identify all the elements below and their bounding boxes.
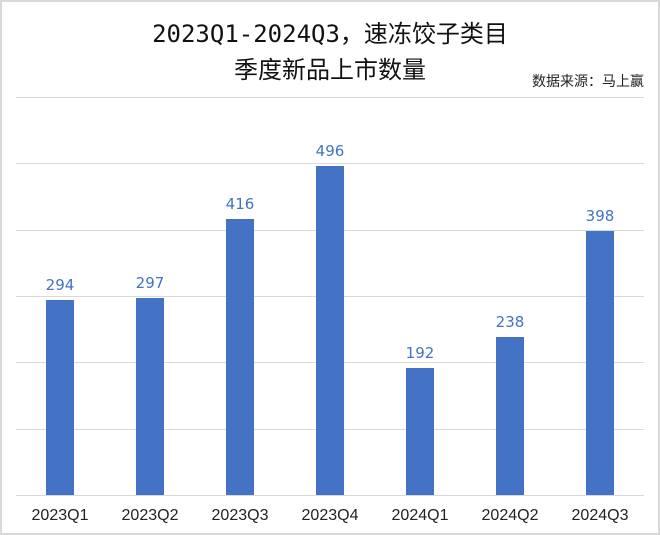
x-axis-tick-label: 2023Q4 xyxy=(301,507,359,524)
data-label: 238 xyxy=(495,313,525,332)
chart-title-line-1: 2023Q1-2024Q3，速冻饺子类目 xyxy=(152,20,508,48)
x-axis-tick-label: 2024Q1 xyxy=(391,507,449,524)
x-axis-baseline xyxy=(16,495,644,496)
gridline xyxy=(16,163,644,165)
x-axis-tick-label: 2023Q2 xyxy=(121,507,179,524)
x-axis-tick-label: 2023Q3 xyxy=(211,507,269,524)
data-source-note: 数据来源：马上赢 xyxy=(532,74,644,90)
x-axis-tick-label: 2024Q2 xyxy=(481,507,539,524)
bar-2023Q1 xyxy=(46,299,74,495)
data-label: 416 xyxy=(225,195,255,214)
bar-2024Q3 xyxy=(586,230,614,495)
bar-2023Q2 xyxy=(136,297,164,495)
data-label: 294 xyxy=(45,275,75,294)
bar-2024Q2 xyxy=(496,337,524,495)
data-label: 297 xyxy=(135,273,165,292)
data-label: 192 xyxy=(405,343,435,362)
bar-2023Q3 xyxy=(226,219,254,495)
data-label: 398 xyxy=(585,206,615,225)
bar-2023Q4 xyxy=(316,165,344,495)
bar-2024Q1 xyxy=(406,367,434,495)
gridline xyxy=(16,97,644,98)
x-axis-tick-label: 2023Q1 xyxy=(31,507,89,524)
data-label: 496 xyxy=(315,141,345,160)
chart-title-line-2: 季度新品上市数量 xyxy=(234,56,426,84)
x-axis-tick-label: 2024Q3 xyxy=(571,507,629,524)
